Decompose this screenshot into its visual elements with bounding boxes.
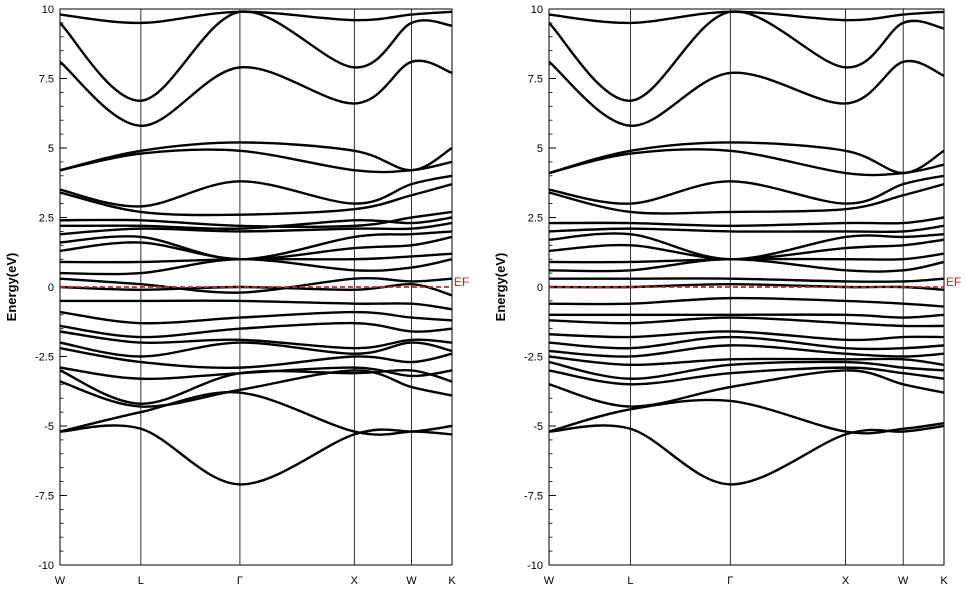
kpoint-label: W xyxy=(898,575,909,587)
band-line xyxy=(549,360,944,380)
band-line xyxy=(549,313,944,319)
band-line xyxy=(549,277,944,283)
band-line xyxy=(549,10,944,25)
kpoint-label: W xyxy=(544,575,555,587)
y-tick-label: 7.5 xyxy=(39,74,54,86)
band-line xyxy=(60,235,452,261)
y-tick-label: 10 xyxy=(531,4,543,16)
band-line xyxy=(549,366,944,386)
band-line xyxy=(549,59,944,127)
kpoint-label: Γ xyxy=(727,575,733,587)
band-line xyxy=(549,252,944,264)
band-line xyxy=(60,221,452,236)
band-line xyxy=(549,355,944,367)
band-line xyxy=(60,369,452,408)
band-line xyxy=(549,148,944,177)
band-line xyxy=(60,299,452,311)
kpoint-label: Γ xyxy=(237,575,243,587)
band-line xyxy=(60,257,452,276)
kpoint-label: W xyxy=(55,575,66,587)
band-line xyxy=(60,321,452,339)
band-line xyxy=(60,330,452,350)
band-line xyxy=(549,424,944,486)
y-axis-label: Energy(eV) xyxy=(4,253,19,322)
band-line xyxy=(60,252,452,264)
band-line xyxy=(60,230,452,261)
band-line xyxy=(549,369,944,408)
band-line xyxy=(549,316,944,328)
kpoint-label: W xyxy=(406,575,417,587)
fermi-level-label: EF xyxy=(454,275,469,289)
y-tick-label: -10 xyxy=(38,560,54,572)
band-line xyxy=(549,216,944,228)
band-line xyxy=(60,10,452,25)
y-tick-label: 7.5 xyxy=(528,74,543,86)
y-tick-label: -5 xyxy=(44,421,54,433)
band-line xyxy=(549,182,944,215)
band-line xyxy=(60,346,452,369)
band-line xyxy=(60,10,452,102)
band-line xyxy=(60,182,452,217)
y-tick-label: 10 xyxy=(42,4,54,16)
y-tick-label: 5 xyxy=(48,143,54,155)
band-line xyxy=(60,174,452,208)
band-line xyxy=(60,282,452,297)
band-line xyxy=(549,335,944,351)
band-line xyxy=(60,366,452,381)
band-line xyxy=(549,232,944,261)
kpoint-label: X xyxy=(842,575,850,587)
y-tick-label: 2.5 xyxy=(528,213,543,225)
band-line xyxy=(60,341,452,358)
y-tick-label: 0 xyxy=(537,282,543,294)
band-line xyxy=(60,310,452,325)
kpoint-label: L xyxy=(627,575,633,587)
y-tick-label: 0 xyxy=(48,282,54,294)
y-axis-label: Energy(eV) xyxy=(493,253,508,322)
band-line xyxy=(549,10,944,102)
band-line xyxy=(549,174,944,205)
band-line xyxy=(549,330,944,342)
kpoint-label: K xyxy=(448,575,456,587)
y-tick-label: -7.5 xyxy=(35,491,54,503)
band-panel-1: -10 -7.5 -5 -2.5 0 2.5 5 7.5 10 W L Γ X W K Energy(eV) E… xyxy=(4,4,469,587)
kpoint-label: X xyxy=(351,575,359,587)
band-line xyxy=(60,210,452,228)
y-tick-label: -10 xyxy=(527,560,543,572)
bands-group xyxy=(549,10,944,486)
band-line xyxy=(60,59,452,127)
band-line xyxy=(549,296,944,308)
band-line xyxy=(549,258,944,273)
y-tick-label: 2.5 xyxy=(39,213,54,225)
band-panel-2: -10 -7.5 -5 -2.5 0 2.5 5 7.5 10 W L Γ X W K Energy(eV) E… xyxy=(493,4,961,587)
y-tick-label: -2.5 xyxy=(524,352,543,364)
fermi-level-label: EF xyxy=(946,275,961,289)
band-line xyxy=(549,238,944,261)
band-line xyxy=(549,224,944,234)
bands-group xyxy=(60,10,452,486)
band-line xyxy=(549,398,944,435)
kpoint-label: L xyxy=(138,575,144,587)
band-line xyxy=(549,141,944,175)
band-line xyxy=(60,148,452,174)
band-line xyxy=(60,391,452,436)
y-tick-label: -5 xyxy=(533,421,543,433)
band-line xyxy=(549,344,944,358)
y-tick-label: 5 xyxy=(537,143,543,155)
kpoint-label: K xyxy=(940,575,948,587)
y-tick-label: -7.5 xyxy=(524,491,543,503)
y-tick-label: -2.5 xyxy=(35,352,54,364)
band-line xyxy=(60,141,452,172)
band-line xyxy=(60,277,452,294)
